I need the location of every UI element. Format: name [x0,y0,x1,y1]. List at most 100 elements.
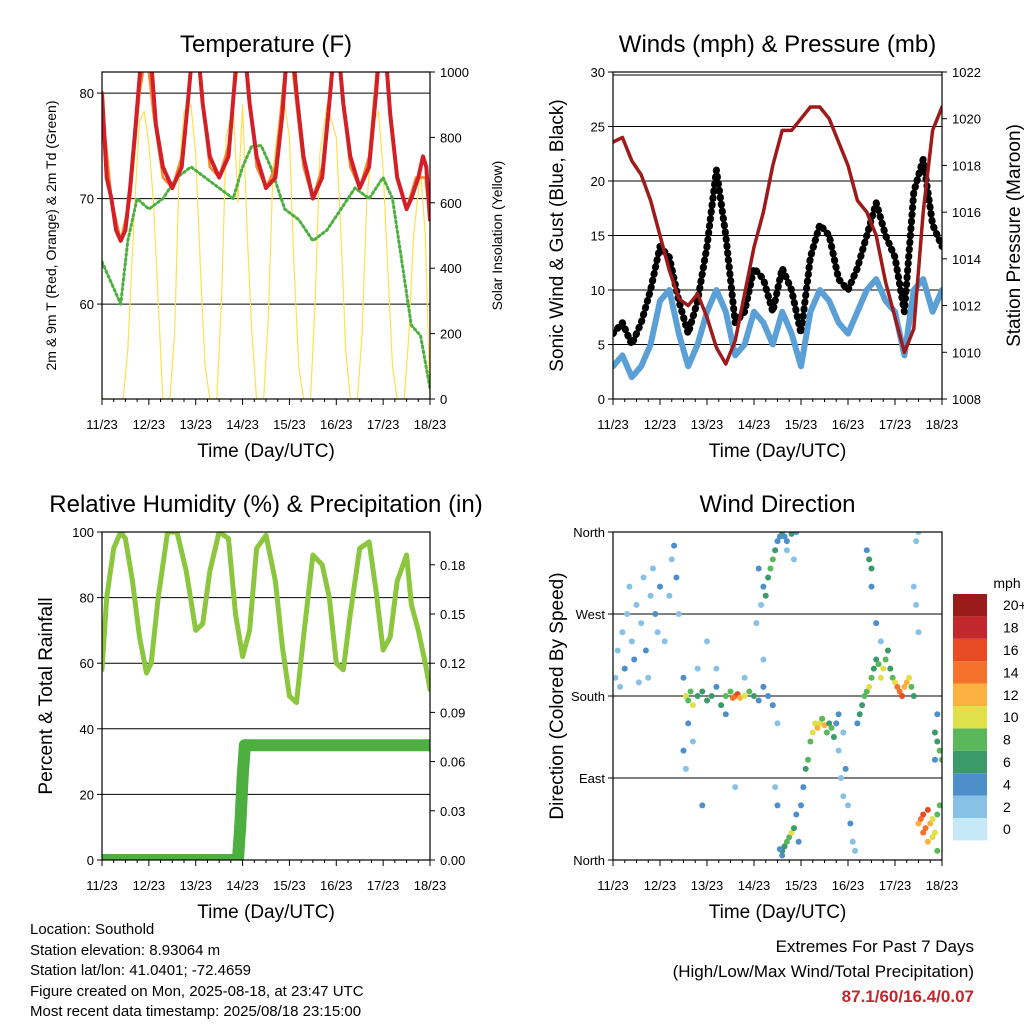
winds-plot-area [613,105,942,381]
direction-point [835,747,842,754]
direction-point [812,720,819,727]
colorbar-swatch [953,594,987,617]
direction-point [682,765,689,772]
winds-y2tick-label: 1018 [952,158,981,173]
humidity-panel: Relative Humidity (%) & Precipitation (i… [36,491,483,923]
direction-point [736,694,743,701]
direction-point [687,688,694,695]
wind_direction-xtick-label: 17/23 [879,878,912,893]
colorbar-swatch [953,773,987,796]
direction-point [640,574,647,581]
wind_direction-ytick-label: East [579,771,605,786]
direction-point [934,847,941,854]
temperature-ytick-label: 60 [80,297,94,312]
direction-point [760,583,767,590]
direction-point [668,556,675,563]
temperature-y2tick-label: 600 [440,196,462,211]
direction-point [847,820,854,827]
direction-point [868,565,875,572]
temperature-y2tick-label: 400 [440,261,462,276]
humidity-precip-point [424,739,430,752]
winds-ytick-label: 5 [598,338,605,353]
direction-point [849,838,856,845]
wind_direction-xtick-label: 13/23 [691,878,724,893]
colorbar-swatch [953,616,987,639]
direction-point [680,674,687,681]
temperature-ytick-label: 70 [80,192,94,207]
direction-point [654,629,661,636]
direction-point [647,592,654,599]
humidity-xtick-label: 15/23 [273,878,306,893]
direction-point [816,720,823,727]
direction-point [673,574,680,581]
direction-point [859,702,866,709]
direction-point [642,647,649,654]
direction-point [939,756,942,763]
direction-point [767,565,774,572]
direction-point [746,688,753,695]
winds-panel: Winds (mph) & Pressure (mb) 0 5 10 15 20 25 30 1… [547,31,1024,462]
direction-point [915,629,922,636]
direction-point [649,565,656,572]
direction-point [894,683,901,690]
temperature-ytick-label: 80 [80,86,94,101]
direction-point [931,756,938,763]
direction-point [805,756,812,763]
wind_direction-ytick-label: West [576,607,606,622]
direction-point [666,592,673,599]
direction-point [751,693,757,699]
direction-point [657,583,663,590]
temperature-xtick-label: 17/23 [367,417,400,432]
direction-point [774,538,781,545]
direction-point [741,693,748,699]
humidity-xtick-label: 16/23 [320,878,353,893]
direction-point [783,538,790,545]
direction-point [807,738,814,745]
direction-point [931,829,938,836]
direction-point [633,601,640,608]
direction-point [882,656,889,663]
humidity-precip-point [236,772,249,784]
humidity-ylabel: Percent & Total Rainfall [36,597,57,794]
direction-point [628,638,635,645]
humidity-xtick-label: 18/23 [414,878,447,893]
direction-point [852,847,859,854]
humidity-y2tick-label: 0.03 [440,804,465,819]
winds-xtick-label: 12/23 [644,417,677,432]
wind_direction-panel: Wind Direction North East South West North 11/… [547,491,1024,923]
direction-point [682,693,689,699]
direction-point [790,556,797,563]
winds-y2tick-label: 1010 [952,345,981,360]
direction-point [765,574,772,581]
winds-ylabel: Sonic Wind & Gust (Blue, Black) [547,99,568,371]
humidity-ytick-label: 0 [87,853,94,868]
winds-xtick-label: 11/23 [597,417,629,432]
direction-point [613,674,619,681]
colorbar-label: 12 [1003,687,1019,703]
direction-point [621,665,628,672]
direction-point [913,601,920,608]
direction-point [722,711,729,718]
temperature-xtick-label: 15/23 [273,417,306,432]
colorbar-swatch [953,706,987,729]
winds-series-gust [613,155,942,348]
direction-point [866,683,873,690]
wind_direction-xtick-label: 12/23 [644,878,677,893]
colorbar-label: 18 [1003,620,1019,636]
direction-point [772,547,779,554]
direction-point [903,679,910,686]
colorbar-label: 2 [1003,799,1011,815]
humidity-title: Relative Humidity (%) & Precipitation (i… [49,491,482,518]
direction-point [884,647,891,654]
direction-point [809,729,816,736]
direction-point [774,802,781,809]
wind_direction-xtick-label: 11/23 [597,878,629,893]
direction-point [927,820,934,827]
direction-point [924,838,931,845]
direction-point [821,722,828,729]
direction-point [689,702,696,709]
direction-point [892,679,898,686]
location-text: Location: Southold [30,921,155,938]
direction-point [835,711,842,718]
